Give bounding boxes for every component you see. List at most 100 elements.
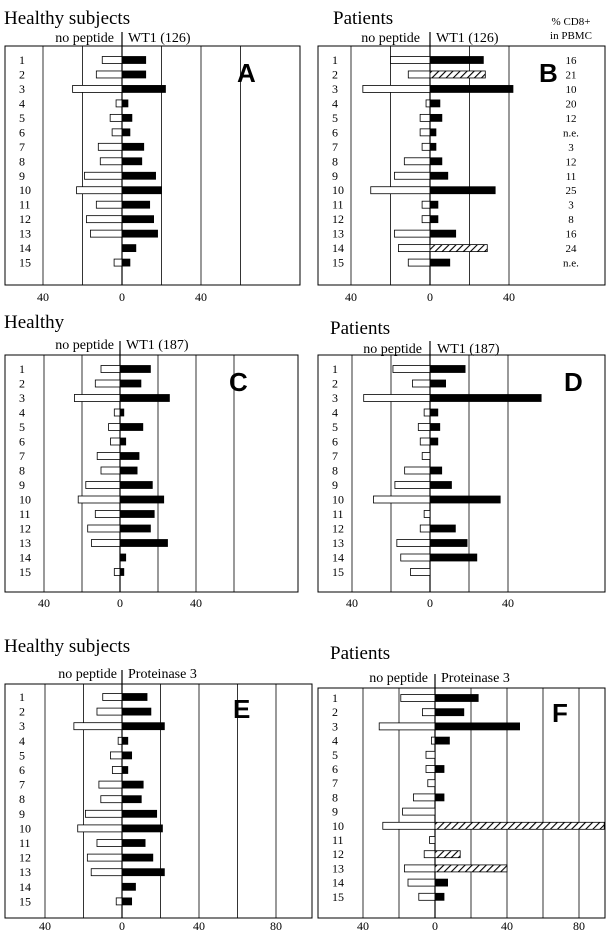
bar-no-peptide (425, 750, 436, 759)
x-tick-label: 40 (345, 290, 357, 304)
bar-no-peptide (86, 215, 123, 224)
bar-no-peptide (412, 379, 431, 388)
row-label: 7 (332, 140, 338, 154)
bar-no-peptide (430, 736, 436, 745)
row-label: 12 (19, 212, 31, 226)
cd8-percent: 3 (568, 200, 574, 212)
bar-peptide (119, 553, 127, 562)
bar-peptide (119, 394, 170, 402)
row-label: 5 (19, 111, 25, 125)
row-label: 9 (19, 478, 25, 492)
row-label: 6 (332, 435, 338, 449)
bar-no-peptide (423, 408, 431, 417)
bar-peptide (121, 853, 154, 862)
bar-peptide (429, 99, 441, 108)
bar-no-peptide (402, 807, 436, 816)
bar-no-peptide (407, 258, 431, 267)
bar-peptide (434, 708, 465, 717)
bar-peptide (429, 408, 439, 417)
cd8-percent: 16 (566, 229, 578, 241)
bar-no-peptide (73, 722, 123, 731)
bar-no-peptide (113, 568, 121, 576)
row-label: 2 (19, 377, 25, 391)
bar-no-peptide (400, 694, 436, 702)
row-label: 14 (19, 880, 31, 894)
bar-peptide (434, 694, 479, 702)
bar-no-peptide (425, 99, 431, 108)
bar-no-peptide (102, 693, 123, 701)
bar-peptide (429, 113, 443, 122)
bar-peptide (429, 423, 441, 431)
row-label: 8 (332, 790, 338, 804)
row-label: 2 (332, 377, 338, 391)
row-label: 9 (332, 169, 338, 183)
bar-no-peptide (94, 379, 121, 388)
bar-no-peptide (95, 70, 123, 79)
bar-peptide (121, 751, 133, 760)
bar-no-peptide (419, 128, 431, 137)
bar-peptide (429, 466, 443, 475)
panel-title: Patients (330, 318, 390, 339)
bar-peptide (121, 229, 158, 238)
bar-no-peptide (77, 495, 121, 504)
row-label: 3 (19, 391, 25, 405)
panel-d: Patients no peptide WT1 (187) D 12345678… (317, 318, 606, 610)
bar-no-peptide (99, 157, 123, 166)
row-label: 7 (19, 140, 25, 154)
bar-peptide (119, 466, 138, 475)
bar-peptide (429, 142, 437, 151)
bar-no-peptide (85, 481, 121, 489)
x-tick-label: 40 (190, 596, 202, 610)
bar-no-peptide (397, 244, 431, 253)
row-label: 5 (19, 420, 25, 434)
bar-peptide (434, 736, 450, 745)
x-tick-label: 0 (427, 596, 433, 610)
cd8-percent: 21 (566, 69, 577, 81)
row-label: 1 (332, 53, 338, 67)
row-label: 12 (19, 522, 31, 536)
cd8-percent: 10 (566, 84, 578, 96)
x-tick-label: 40 (503, 290, 515, 304)
bar-no-peptide (111, 128, 123, 137)
bar-peptide (121, 215, 155, 224)
bar-peptide (121, 142, 145, 151)
bar-peptide (121, 186, 162, 195)
bar-no-peptide (108, 423, 121, 431)
bar-peptide (121, 707, 152, 716)
cd8-percent: 12 (566, 156, 577, 168)
row-label: 10 (19, 821, 31, 835)
bar-peptide (121, 70, 147, 79)
row-label: 11 (332, 198, 344, 212)
bar-no-peptide (77, 824, 123, 833)
left-label: no peptide (55, 31, 114, 46)
row-label: 15 (19, 256, 31, 270)
bar-peptide (119, 437, 127, 446)
bar-peptide (429, 215, 439, 224)
bar-peptide (121, 693, 148, 701)
bar-peptide-hatched (429, 244, 488, 253)
panel-letter: B (539, 58, 558, 88)
row-label: 5 (332, 420, 338, 434)
panel-title: Healthy subjects (4, 8, 130, 29)
bar-peptide (121, 766, 129, 774)
bar-no-peptide (419, 524, 431, 533)
bar-peptide (121, 113, 133, 122)
bar-no-peptide (400, 553, 431, 562)
row-label: 6 (19, 763, 25, 777)
bar-no-peptide (396, 539, 431, 547)
row-label: 4 (332, 406, 338, 420)
row-label: 10 (332, 493, 344, 507)
bar-peptide (119, 481, 153, 489)
bar-peptide (121, 882, 136, 891)
row-label: 13 (332, 536, 344, 550)
bar-no-peptide (90, 868, 123, 877)
bar-peptide (429, 85, 514, 93)
bar-no-peptide (95, 200, 123, 209)
plot-frame (317, 354, 606, 593)
bar-peptide (121, 722, 165, 731)
row-label: 12 (332, 212, 344, 226)
bar-no-peptide (423, 510, 431, 518)
bar-peptide (429, 229, 457, 238)
row-label: 13 (332, 227, 344, 241)
